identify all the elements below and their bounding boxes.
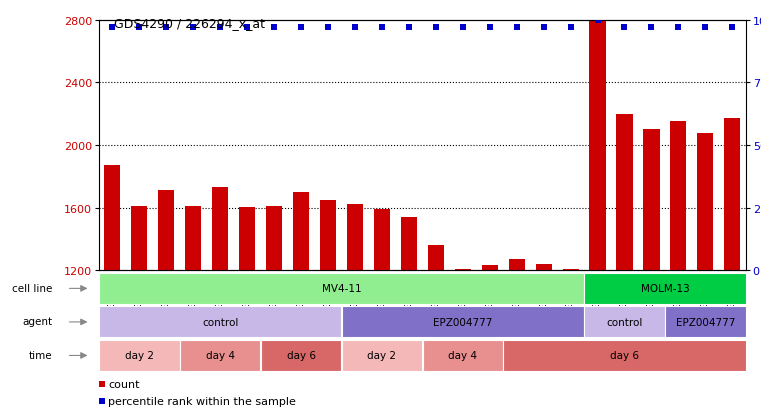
Text: control: control (202, 317, 238, 327)
Text: MOLM-13: MOLM-13 (641, 284, 689, 294)
Bar (536, 264, 552, 413)
Text: percentile rank within the sample: percentile rank within the sample (109, 396, 296, 406)
Text: day 2: day 2 (368, 351, 396, 361)
Text: MV4-11: MV4-11 (322, 284, 361, 294)
Text: cell line: cell line (12, 283, 53, 293)
Bar (401, 217, 417, 413)
Bar (504, 340, 746, 371)
Text: day 2: day 2 (125, 351, 154, 361)
Bar (347, 205, 363, 413)
Text: count: count (109, 379, 140, 389)
Bar (724, 119, 740, 413)
Bar (508, 260, 525, 413)
Bar (670, 122, 686, 413)
Text: day 6: day 6 (287, 351, 316, 361)
Text: day 6: day 6 (610, 351, 639, 361)
Bar (616, 114, 632, 413)
Bar (590, 21, 606, 413)
Bar (266, 206, 282, 413)
Bar (665, 307, 746, 337)
Text: day 4: day 4 (448, 351, 477, 361)
Text: agent: agent (22, 316, 53, 327)
Bar (454, 270, 471, 413)
Bar (342, 340, 422, 371)
Bar (320, 200, 336, 413)
Bar (428, 245, 444, 413)
Bar (180, 340, 260, 371)
Bar (99, 273, 584, 304)
Bar (342, 307, 584, 337)
Text: EPZ004777: EPZ004777 (433, 317, 492, 327)
Text: GDS4290 / 226294_x_at: GDS4290 / 226294_x_at (114, 17, 265, 29)
Text: day 4: day 4 (205, 351, 234, 361)
Bar (99, 307, 341, 337)
Bar (99, 340, 180, 371)
Bar (584, 273, 746, 304)
Bar (261, 340, 341, 371)
Bar (212, 188, 228, 413)
Bar (422, 340, 503, 371)
Text: control: control (607, 317, 643, 327)
Bar (185, 206, 202, 413)
Bar (158, 191, 174, 413)
Bar (293, 192, 309, 413)
Bar (104, 166, 120, 413)
Bar (239, 207, 255, 413)
Text: EPZ004777: EPZ004777 (676, 317, 735, 327)
Bar (131, 206, 148, 413)
Bar (562, 270, 578, 413)
Bar (643, 130, 660, 413)
Bar (697, 134, 713, 413)
Bar (584, 307, 664, 337)
Text: time: time (29, 350, 53, 360)
Bar (374, 210, 390, 413)
Bar (482, 266, 498, 413)
